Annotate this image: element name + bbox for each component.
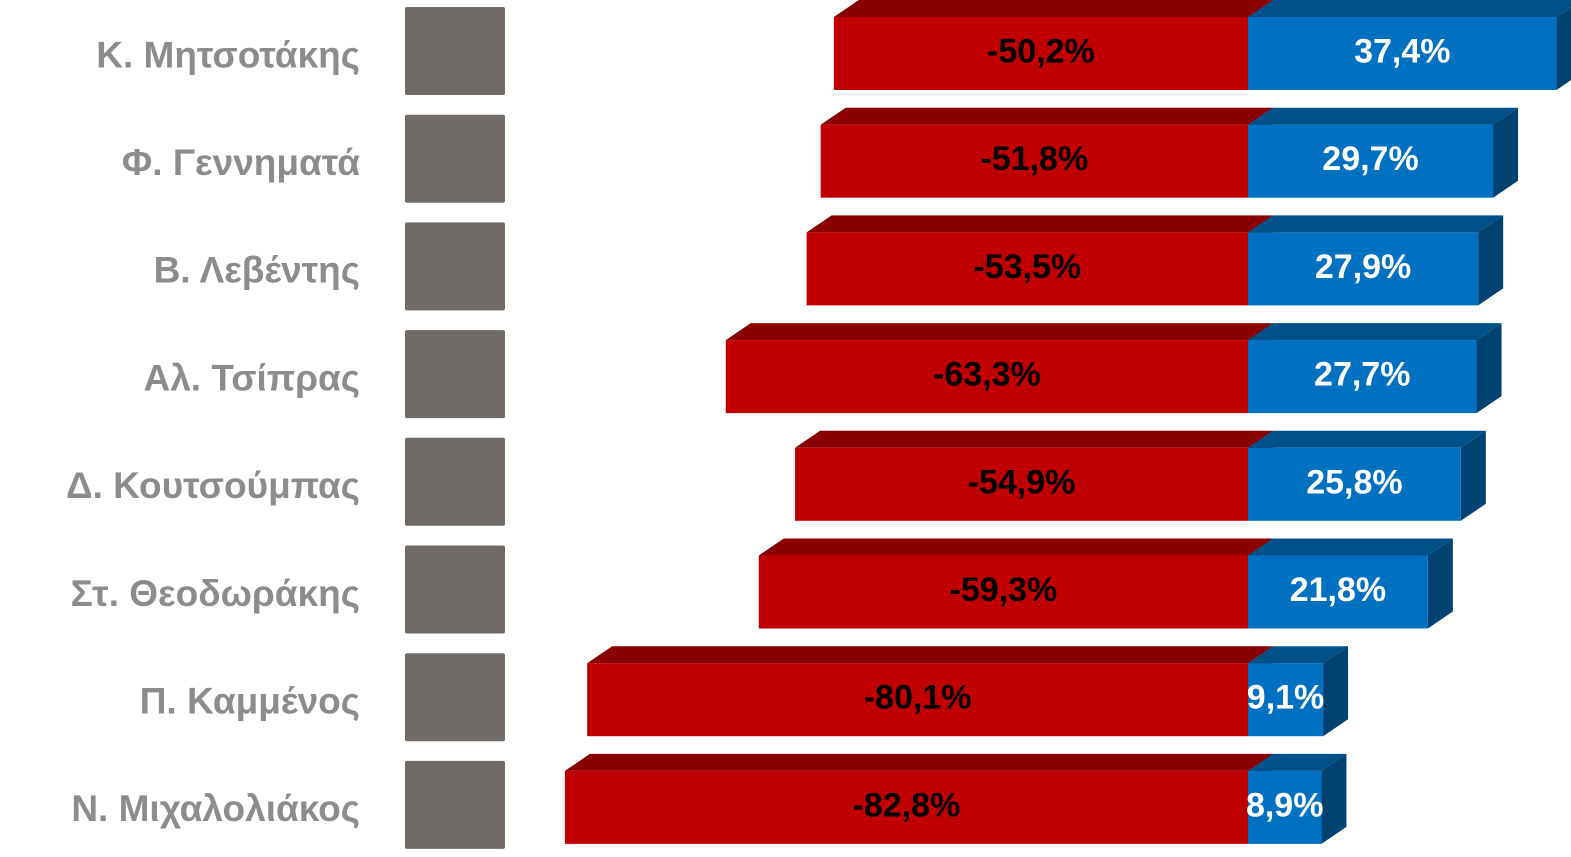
value-label: -63,3% <box>933 356 1041 394</box>
bar-top <box>1248 323 1502 340</box>
photo <box>405 546 505 634</box>
bar-top <box>807 215 1273 232</box>
page: Κ. Μητσοτάκης -50,2% 37,4% Φ. Γεννηματά -51,… <box>0 0 1571 857</box>
photo <box>405 7 505 95</box>
category-label: Αλ. Τσίπρας <box>143 357 360 398</box>
value-label: -53,5% <box>973 248 1081 286</box>
category-label: Δ. Κουτσούμπας <box>66 465 360 506</box>
category-label: Π. Καμμένος <box>140 680 360 721</box>
bar-top <box>1248 0 1571 17</box>
value-label: 8,9% <box>1246 786 1324 824</box>
bar-top <box>795 431 1273 448</box>
value-label: 29,7% <box>1322 140 1418 178</box>
value-label: -50,2% <box>987 32 1095 70</box>
photo <box>405 438 505 526</box>
value-label: -82,8% <box>853 786 961 824</box>
bar-top <box>1248 539 1453 556</box>
value-label: -59,3% <box>950 571 1058 609</box>
value-label: -54,9% <box>968 463 1076 501</box>
value-label: -80,1% <box>864 679 972 717</box>
value-label: 27,7% <box>1314 356 1410 394</box>
category-label: Κ. Μητσοτάκης <box>96 34 360 75</box>
value-label: 9,1% <box>1247 679 1325 717</box>
bar-top <box>726 323 1273 340</box>
bar-top <box>1248 215 1503 232</box>
photo <box>405 330 505 418</box>
category-label: Φ. Γεννηματά <box>122 142 360 183</box>
bar-top <box>565 754 1273 771</box>
value-label: 27,9% <box>1315 248 1411 286</box>
category-label: Β. Λεβέντης <box>154 250 360 291</box>
category-label: Στ. Θεοδωράκης <box>71 573 360 614</box>
value-label: 25,8% <box>1306 463 1402 501</box>
value-label: 37,4% <box>1354 32 1450 70</box>
chart: Κ. Μητσοτάκης -50,2% 37,4% Φ. Γεννηματά -51,… <box>0 0 1571 852</box>
bar-top <box>587 646 1273 663</box>
photo <box>405 222 505 310</box>
bar-top <box>1248 108 1518 125</box>
value-label: 21,8% <box>1290 571 1386 609</box>
bar-top <box>834 0 1273 17</box>
category-label: Ν. Μιχαλολιάκος <box>71 788 360 829</box>
photo <box>405 115 505 203</box>
bar-top <box>759 539 1273 556</box>
value-label: -51,8% <box>980 140 1088 178</box>
bar-top <box>821 108 1273 125</box>
photo <box>405 761 505 849</box>
photo <box>405 653 505 741</box>
bar-top <box>1248 431 1486 448</box>
